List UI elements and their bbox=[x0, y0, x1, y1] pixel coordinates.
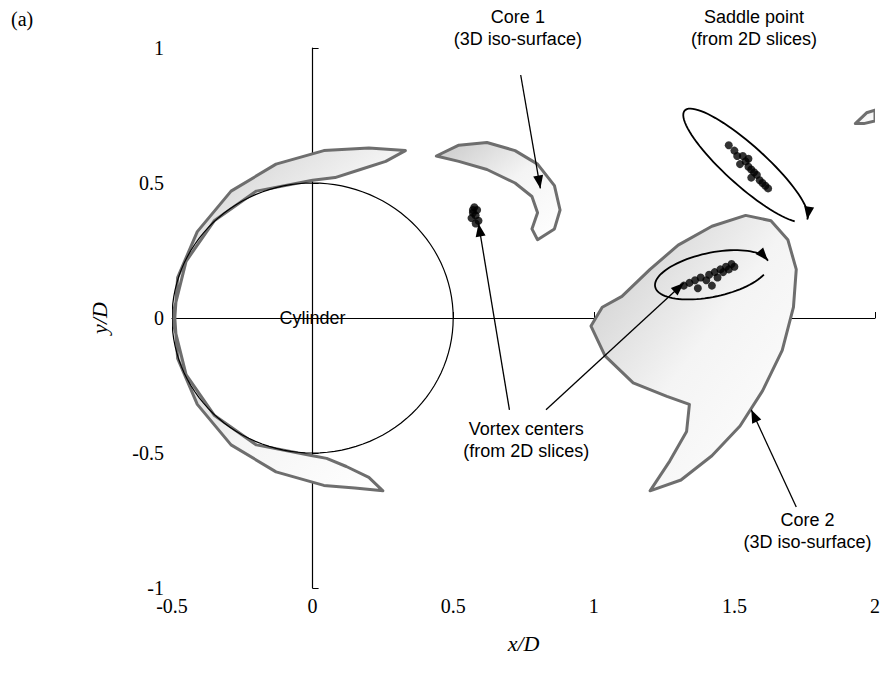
svg-text:0: 0 bbox=[308, 595, 318, 617]
svg-text:-1: -1 bbox=[147, 577, 164, 599]
svg-text:-0.5: -0.5 bbox=[132, 442, 164, 464]
svg-text:1: 1 bbox=[589, 595, 599, 617]
svg-text:(from 2D slices): (from 2D slices) bbox=[691, 29, 817, 49]
svg-text:0.5: 0.5 bbox=[441, 595, 466, 617]
svg-text:1.5: 1.5 bbox=[722, 595, 747, 617]
svg-text:Core 2: Core 2 bbox=[780, 510, 834, 530]
svg-text:Vortex centers: Vortex centers bbox=[469, 419, 584, 439]
svg-text:-0.5: -0.5 bbox=[156, 595, 188, 617]
svg-text:Cylinder: Cylinder bbox=[280, 308, 346, 328]
svg-text:Core 1: Core 1 bbox=[491, 7, 545, 27]
svg-text:1: 1 bbox=[154, 37, 164, 59]
svg-text:x/D: x/D bbox=[507, 631, 540, 656]
svg-text:Saddle point: Saddle point bbox=[704, 7, 804, 27]
svg-text:(from 2D slices): (from 2D slices) bbox=[463, 441, 589, 461]
svg-text:0.5: 0.5 bbox=[139, 172, 164, 194]
svg-text:y/D: y/D bbox=[87, 302, 112, 336]
svg-text:0: 0 bbox=[154, 307, 164, 329]
svg-text:(a): (a) bbox=[11, 8, 33, 31]
svg-text:(3D iso-surface): (3D iso-surface) bbox=[454, 29, 582, 49]
svg-text:(3D iso-surface): (3D iso-surface) bbox=[743, 532, 871, 552]
svg-text:2: 2 bbox=[870, 595, 880, 617]
